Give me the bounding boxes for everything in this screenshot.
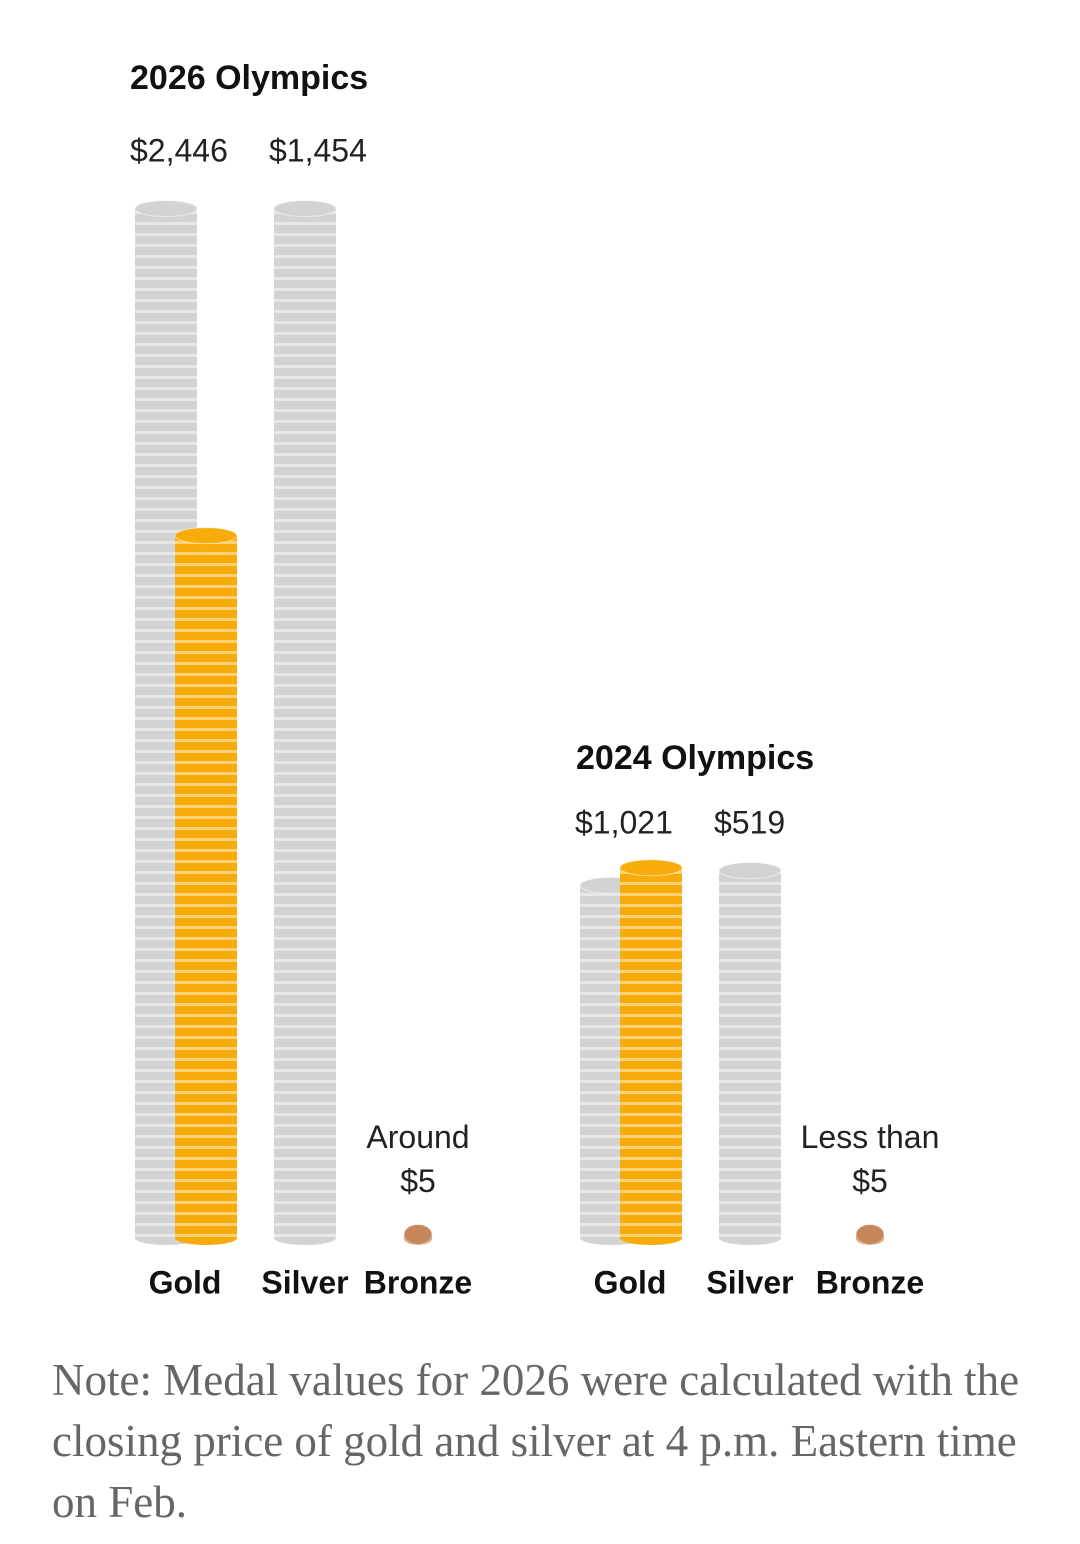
value-label: $2,446 <box>130 132 228 168</box>
coin-stack <box>403 1223 433 1245</box>
coin-stack <box>619 859 683 1245</box>
category-label: Silver <box>261 1264 348 1300</box>
value-label: Around $5 <box>366 1119 469 1199</box>
stack-top <box>718 862 782 880</box>
stack-top <box>855 1223 885 1245</box>
value-label-line: $5 <box>400 1163 436 1199</box>
category-label: Bronze <box>364 1264 472 1300</box>
category-label: Bronze <box>816 1264 924 1300</box>
coin-stack <box>718 862 782 1245</box>
chart-title: 2024 Olympics <box>576 739 814 777</box>
stack-top <box>134 200 198 218</box>
stack-top <box>174 527 238 545</box>
value-label: $1,454 <box>269 132 367 168</box>
category-label: Silver <box>706 1264 793 1300</box>
stack-top <box>619 859 683 877</box>
stack-body-fill <box>175 535 237 1238</box>
value-label: $1,021 <box>575 804 673 840</box>
note: Note: Medal values for 2026 were calcula… <box>52 1355 1020 1527</box>
stack-top <box>403 1223 433 1245</box>
coin-stack <box>855 1223 885 1245</box>
coin-stack <box>174 527 238 1245</box>
value-label: Less than $5 <box>801 1119 940 1199</box>
category-label: Gold <box>594 1264 667 1300</box>
value-label-line: Around <box>366 1119 469 1155</box>
stack-body-fill <box>274 208 336 1238</box>
stack-body-fill <box>620 867 682 1238</box>
category-label: Gold <box>149 1264 222 1300</box>
stack-top <box>273 200 337 218</box>
coin-stack <box>273 200 337 1245</box>
value-label-line: Less than <box>801 1119 940 1155</box>
value-label-line: $5 <box>852 1163 888 1199</box>
value-label: $519 <box>714 804 785 840</box>
chart-title: 2026 Olympics <box>130 59 368 97</box>
stack-body-fill <box>719 870 781 1238</box>
